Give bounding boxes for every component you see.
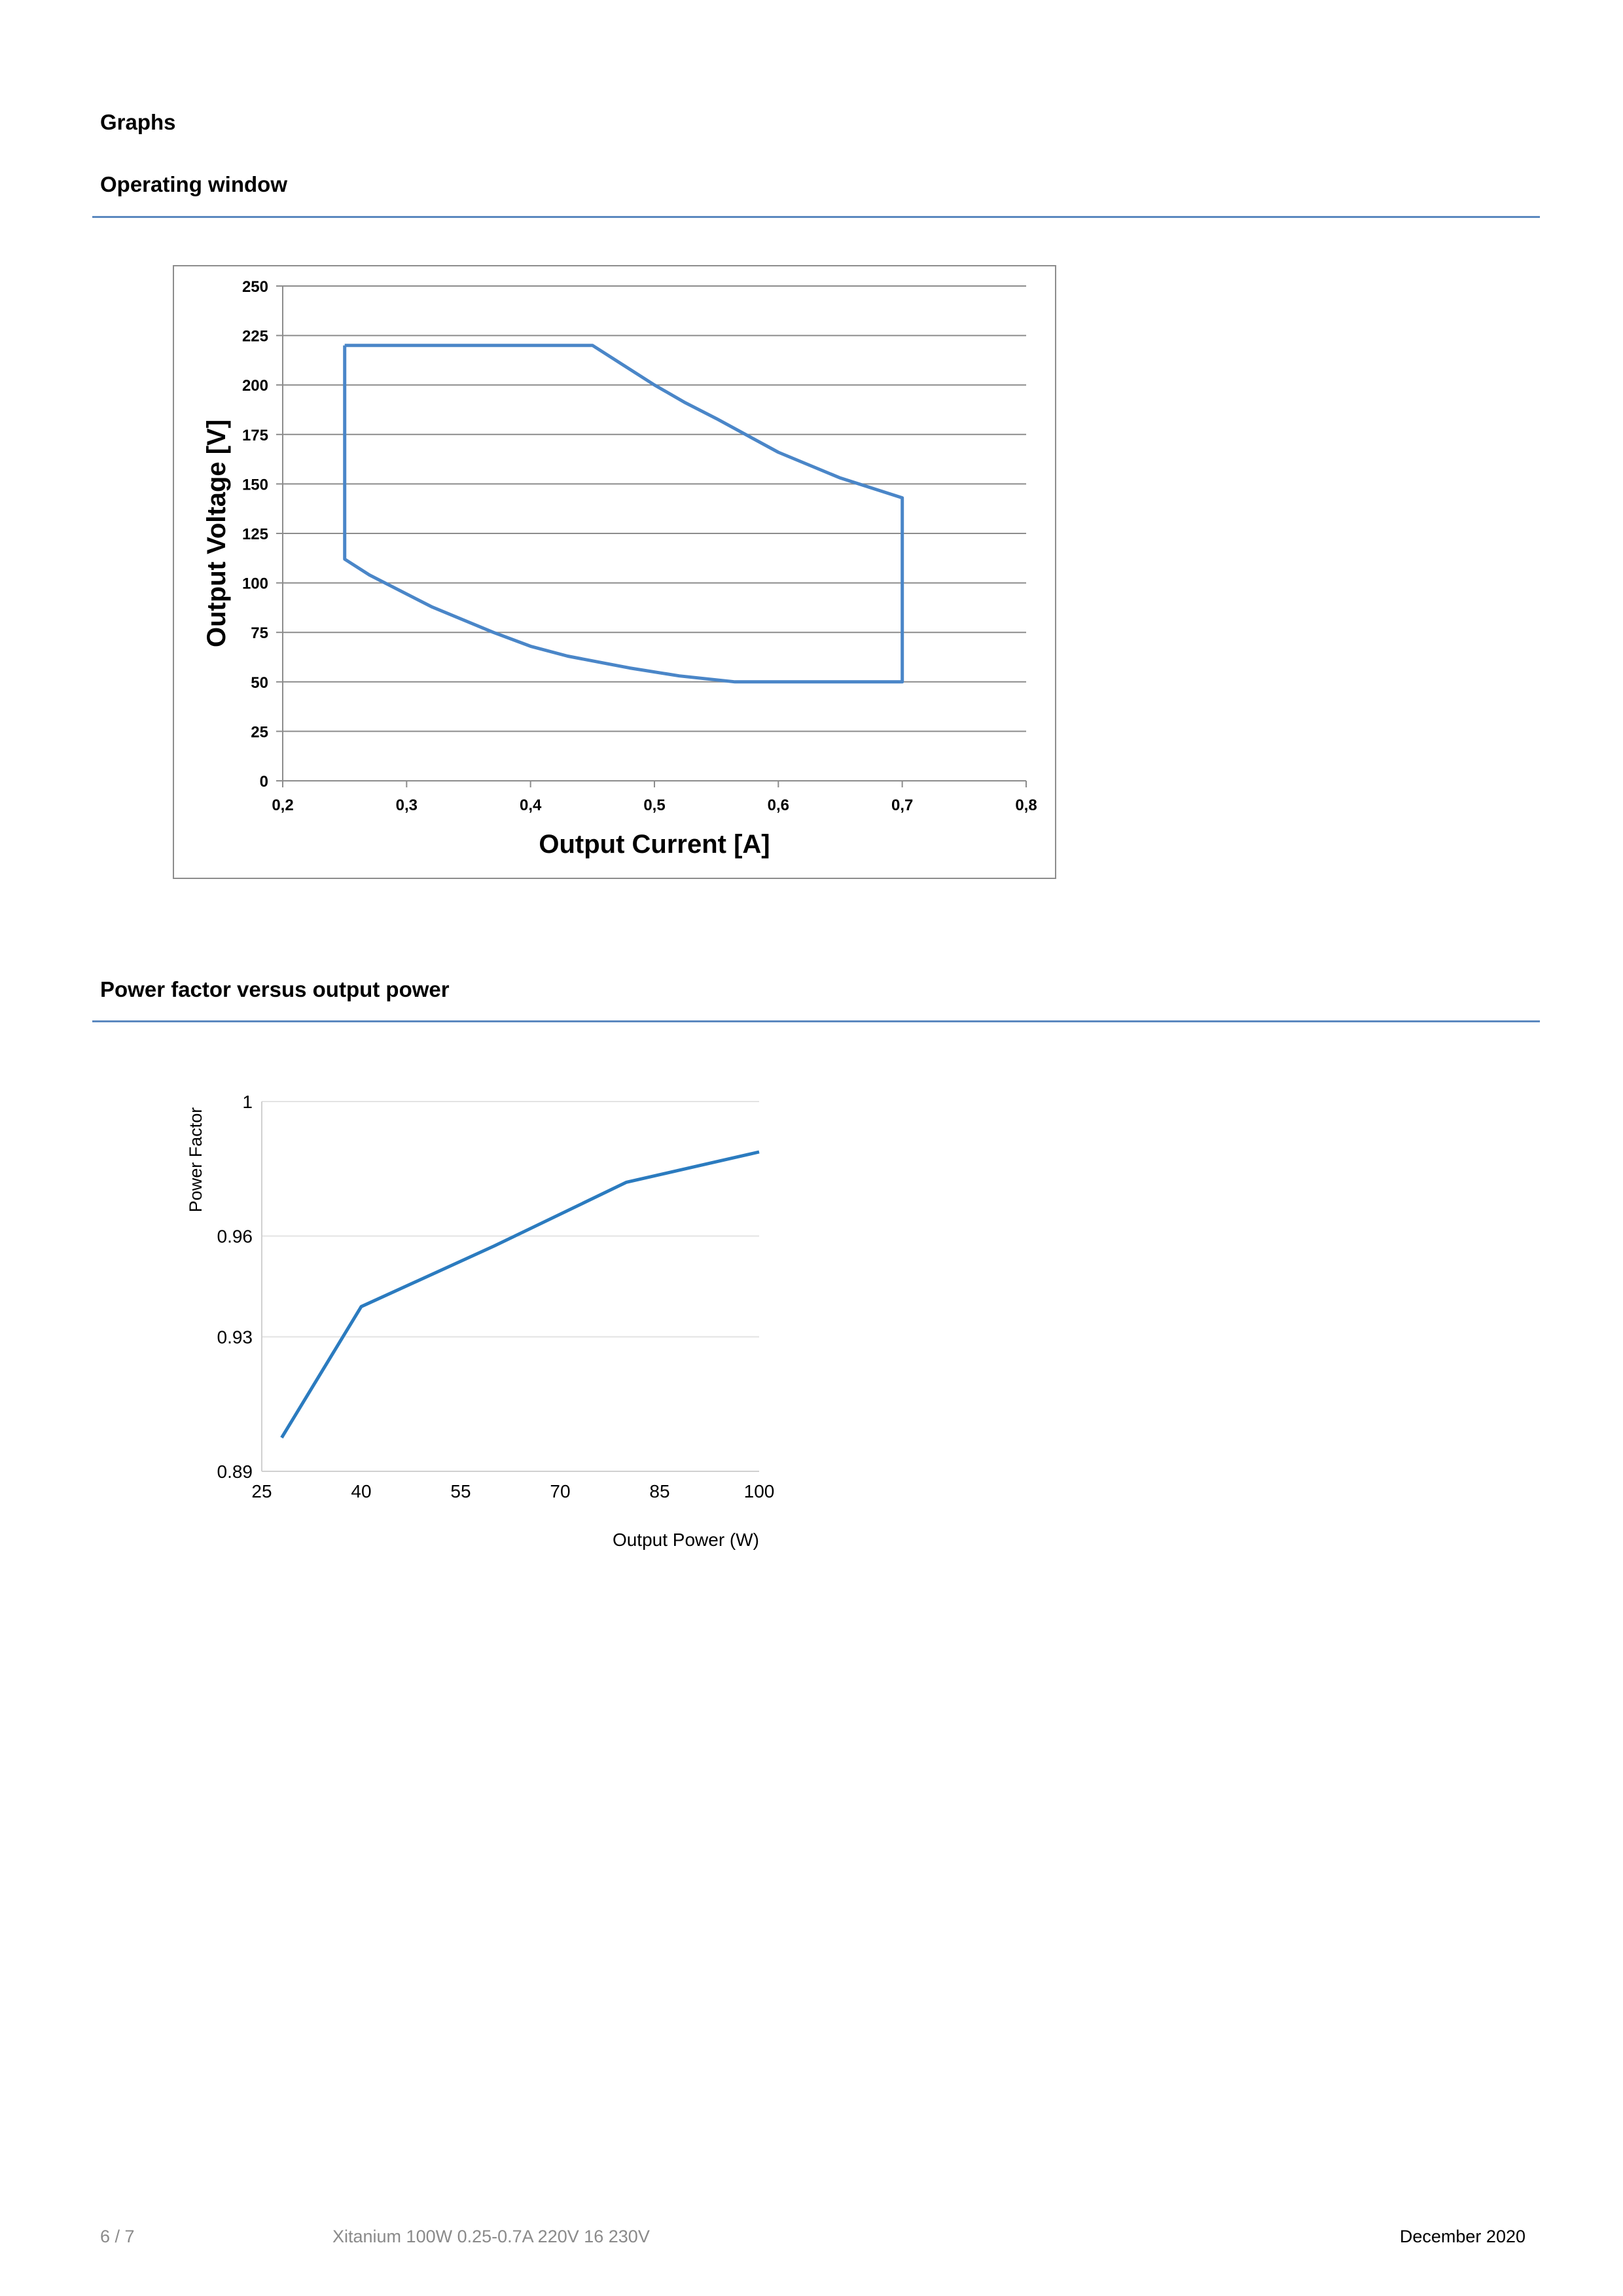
section-divider	[92, 216, 1540, 218]
y-tick-label: 1	[242, 1092, 253, 1112]
y-tick-label: 75	[251, 624, 268, 642]
footer-date: December 2020	[1399, 2227, 1525, 2246]
x-tick-label: 85	[649, 1481, 669, 1501]
y-tick-label: 175	[242, 427, 268, 444]
operating-window-line	[343, 344, 904, 684]
operating-window-chart-frame	[173, 265, 1056, 879]
y-tick-label: 0.93	[217, 1327, 253, 1348]
x-tick-label: 40	[351, 1481, 371, 1501]
y-tick-label: 150	[242, 476, 268, 493]
x-axis-label: Output Power (W)	[613, 1530, 759, 1550]
operating-window-chart: 0 25 50 75 100 125 150 175 200 225 250 0,2 0,3 0,4 0,5…	[202, 278, 1037, 859]
y-axis-label: Power Factor	[186, 1107, 205, 1213]
x-tick-label: 70	[550, 1481, 570, 1501]
x-tick-label: 100	[744, 1481, 775, 1501]
y-tick-label: 250	[242, 278, 268, 296]
product-name: Xitanium 100W 0.25-0.7A 220V 16 230V	[332, 2227, 650, 2246]
x-tick-label: 0,2	[272, 797, 293, 814]
x-tick-label: 0,6	[768, 797, 789, 814]
y-tick-label: 225	[242, 328, 268, 346]
y-tick-label: 0	[260, 773, 268, 791]
y-tick-label: 200	[242, 377, 268, 395]
y-tick-label: 25	[251, 723, 268, 741]
x-tick-label: 0,8	[1015, 797, 1037, 814]
page-number: 6 / 7	[100, 2227, 135, 2246]
y-tick-label: 0.96	[217, 1226, 253, 1246]
y-tick-label: 125	[242, 526, 268, 543]
x-tick-label: 0,7	[891, 797, 913, 814]
operating-window-heading: Operating window	[100, 172, 287, 196]
x-tick-label: 0,4	[520, 797, 542, 814]
y-tick-label: 100	[242, 575, 268, 593]
x-tick-label: 0,5	[643, 797, 665, 814]
power-factor-chart: 0.89 0.93 0.96 1 25 40 55 70 85 100 Output Power (…	[186, 1092, 775, 1550]
power-factor-heading: Power factor versus output power	[100, 977, 450, 1001]
x-tick-label: 25	[251, 1481, 272, 1501]
y-axis-label: Output Voltage [V]	[202, 420, 231, 647]
section-title: Graphs	[100, 110, 176, 134]
section-divider	[92, 1020, 1540, 1022]
y-tick-label: 0.89	[217, 1462, 253, 1482]
x-axis-label: Output Current [A]	[539, 830, 770, 859]
x-tick-label: 55	[450, 1481, 471, 1501]
x-tick-label: 0,3	[396, 797, 418, 814]
power-factor-line	[280, 1150, 760, 1439]
y-tick-label: 50	[251, 674, 268, 692]
